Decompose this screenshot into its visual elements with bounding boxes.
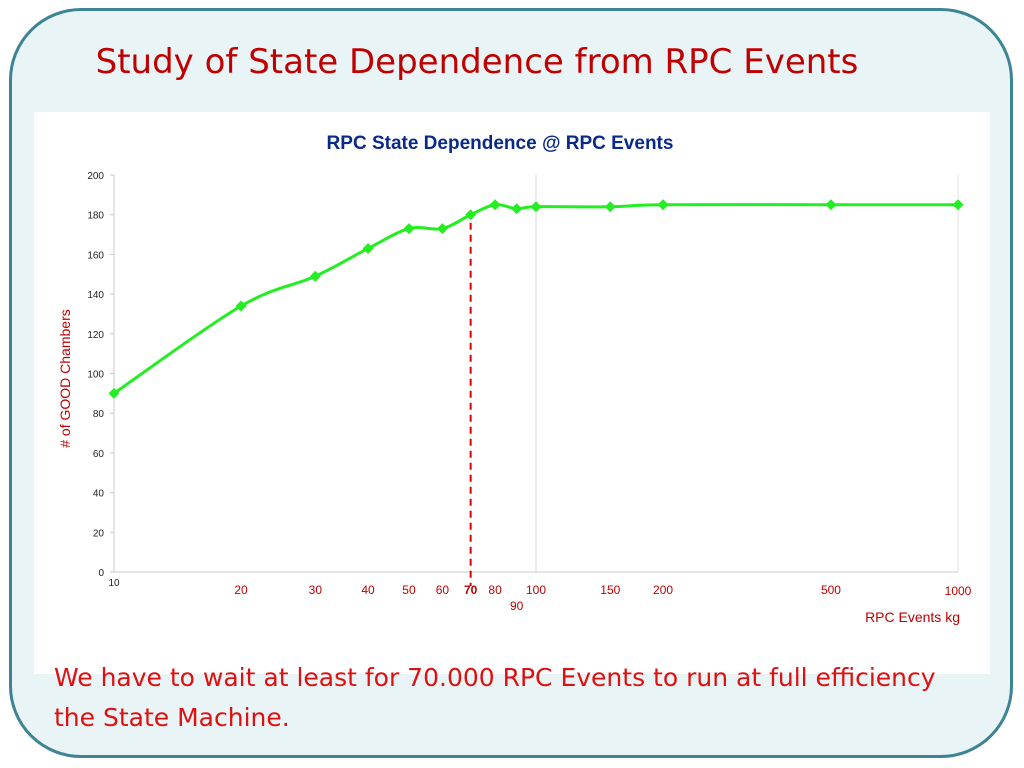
x-tick-label: 50 bbox=[402, 583, 416, 597]
data-point bbox=[403, 223, 415, 235]
y-tick-label: 40 bbox=[93, 489, 105, 500]
x-tick-label: 150 bbox=[600, 583, 620, 597]
chart-area: 0 20 40 60 80 100 120 140 160 180 200 10 20 30 40 50 60 7… bbox=[34, 112, 990, 674]
series-line bbox=[113, 203, 958, 395]
y-tick-label: 200 bbox=[87, 171, 104, 182]
data-point bbox=[108, 387, 120, 399]
y-tick-label: 60 bbox=[93, 449, 105, 460]
y-tick-label: 0 bbox=[98, 568, 104, 579]
y-tick-label: 20 bbox=[93, 528, 105, 539]
x-tick-label: 200 bbox=[653, 583, 673, 597]
data-point bbox=[952, 199, 964, 211]
y-tick-label: 160 bbox=[87, 250, 104, 261]
x-tick-label: 90 bbox=[510, 599, 524, 613]
slide-caption: We have to wait at least for 70.000 RPC … bbox=[54, 663, 936, 732]
x-axis-label: RPC Events kg bbox=[865, 609, 960, 625]
y-tick-label: 120 bbox=[87, 330, 104, 341]
x-tick-label: 500 bbox=[821, 583, 841, 597]
x-tick-label: 80 bbox=[488, 583, 502, 597]
chart-title: RPC State Dependence @ RPC Events bbox=[326, 133, 674, 154]
y-tick-label: 140 bbox=[87, 290, 104, 301]
x-tick-label: 10 bbox=[108, 578, 120, 589]
y-axis-label: # of GOOD Chambers bbox=[57, 309, 73, 448]
line-chart: 0 20 40 60 80 100 120 140 160 180 200 10 20 30 40 50 60 7… bbox=[57, 171, 972, 625]
data-point bbox=[309, 270, 321, 282]
data-point bbox=[657, 199, 669, 211]
y-tick-label: 180 bbox=[87, 211, 104, 222]
x-tick-label: 1000 bbox=[945, 584, 972, 598]
data-point bbox=[511, 203, 523, 215]
x-tick-label: 30 bbox=[309, 583, 323, 597]
x-tick-label: 40 bbox=[361, 583, 375, 597]
data-point bbox=[436, 223, 448, 235]
x-tick-label: 70 bbox=[464, 583, 478, 597]
y-tick-label: 80 bbox=[93, 409, 105, 420]
data-point bbox=[465, 209, 477, 221]
data-point bbox=[235, 300, 247, 312]
x-tick-label: 100 bbox=[526, 583, 546, 597]
data-point bbox=[362, 242, 374, 254]
data-point bbox=[604, 201, 616, 213]
data-point bbox=[825, 199, 837, 211]
x-tick-label: 60 bbox=[436, 583, 450, 597]
y-tick-label: 100 bbox=[87, 370, 104, 381]
data-point bbox=[530, 201, 542, 213]
data-point bbox=[489, 199, 501, 211]
x-tick-label: 20 bbox=[234, 583, 248, 597]
slide-title: Study of State Dependence from RPC Event… bbox=[95, 42, 859, 82]
